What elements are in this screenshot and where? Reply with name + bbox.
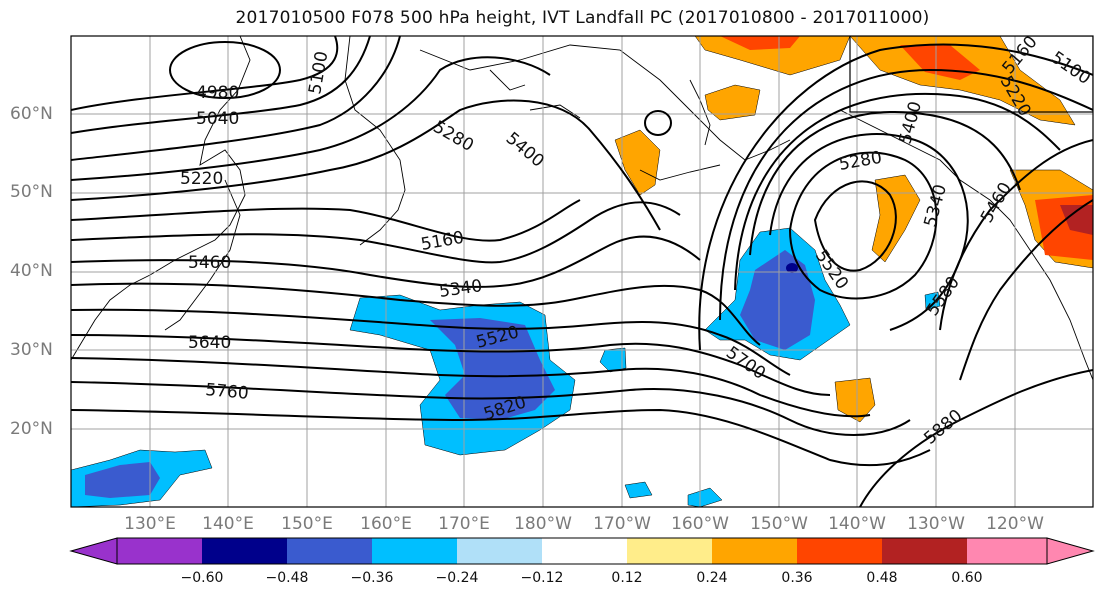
colorbar-frame xyxy=(116,537,1048,565)
colorbar-segment xyxy=(117,538,202,564)
contour-label: 5880 xyxy=(920,406,966,449)
lat-label: 40°N xyxy=(10,261,53,281)
colorbar-segment xyxy=(627,538,712,564)
colorbar-segment xyxy=(372,538,457,564)
ivt-shading xyxy=(71,36,1093,507)
lon-label: 120°W xyxy=(986,514,1044,534)
colorbar-tick: 0.24 xyxy=(696,570,728,586)
contour-label: 5340 xyxy=(438,276,484,302)
plot-frame xyxy=(70,35,1094,508)
contour-label: 5640 xyxy=(188,333,231,353)
colorbar-segment xyxy=(797,538,882,564)
colorbar-tick: −0.24 xyxy=(435,570,479,586)
lat-label: 50°N xyxy=(10,182,53,202)
contour-label: 5280 xyxy=(837,148,883,175)
contour-label: 5460 xyxy=(188,253,231,273)
lon-label: 130°W xyxy=(907,514,965,534)
contour-label: 5760 xyxy=(205,380,250,404)
colorbar-extend-high xyxy=(1046,537,1095,565)
contour-label: 5400 xyxy=(502,129,548,172)
colorbar-tick: 0.60 xyxy=(951,570,983,586)
colorbar-segment xyxy=(967,538,1047,564)
colorbar-segment xyxy=(712,538,797,564)
colorbar-tick: −0.12 xyxy=(520,570,564,586)
contour-label: 5220 xyxy=(180,169,223,189)
map-plot-area: 4980 5040 5100 5220 5280 5400 5160 5340 … xyxy=(71,36,1094,507)
lon-label: 160°E xyxy=(360,514,412,534)
contour-label: 5100 xyxy=(1047,48,1094,89)
lon-label: 160°W xyxy=(671,514,729,534)
lon-label: 130°E xyxy=(124,514,176,534)
contour-label: 5160 xyxy=(419,228,465,255)
colorbar-segment xyxy=(457,538,542,564)
lon-label: 140°E xyxy=(202,514,254,534)
colorbar-tick: −0.48 xyxy=(265,570,309,586)
colorbar-segment xyxy=(542,538,627,564)
height-contours xyxy=(71,36,1093,507)
contour-label: 5400 xyxy=(896,99,927,146)
colorbar-segment xyxy=(287,538,372,564)
lon-label: 180°W xyxy=(514,514,572,534)
colorbar-tick: 0.12 xyxy=(611,570,643,586)
lon-label: 150°E xyxy=(281,514,333,534)
lat-label: 60°N xyxy=(10,104,53,124)
colorbar-tick: −0.36 xyxy=(350,570,394,586)
colorbar-tick: 0.36 xyxy=(781,570,813,586)
colorbar-tick: −0.60 xyxy=(180,570,224,586)
contour-label: 5040 xyxy=(196,109,239,129)
lon-label: 140°W xyxy=(828,514,886,534)
contour-label: 5280 xyxy=(430,117,477,156)
colorbar-segment xyxy=(202,538,287,564)
contour-label: 5340 xyxy=(921,182,952,229)
colorbar-tick: 0.48 xyxy=(866,570,898,586)
colorbar xyxy=(69,537,1095,565)
contour-label: 5100 xyxy=(305,50,332,96)
map-title: 2017010500 F078 500 hPa height, IVT Land… xyxy=(235,8,930,28)
lon-label: 170°E xyxy=(438,514,490,534)
lat-label: 20°N xyxy=(10,419,53,439)
lon-label: 170°W xyxy=(593,514,651,534)
lat-label: 30°N xyxy=(10,340,53,360)
contour-label: 5460 xyxy=(977,179,1016,226)
contour-label: 4980 xyxy=(196,83,239,103)
colorbar-extend-low xyxy=(69,537,118,565)
region-box xyxy=(849,36,1093,113)
lon-label: 150°W xyxy=(750,514,808,534)
colorbar-segment xyxy=(882,538,967,564)
